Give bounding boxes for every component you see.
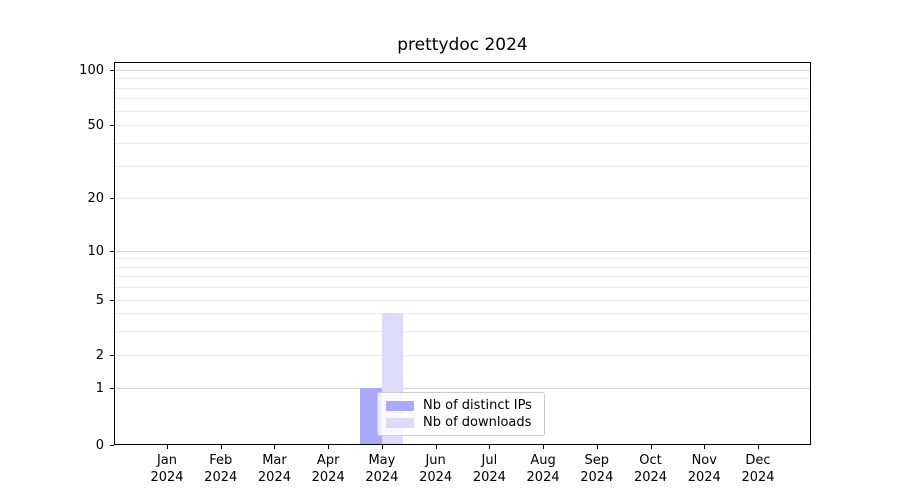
- x-tick-month: Sep: [584, 453, 610, 468]
- x-tick-year: 2024: [472, 470, 506, 485]
- chart-title: prettydoc 2024: [397, 35, 528, 55]
- y-tick-mark: [110, 300, 114, 301]
- gridline-minor: [115, 98, 810, 100]
- y-tick-label: 20: [87, 190, 104, 206]
- legend-label-distinct-ips: Nb of distinct IPs: [423, 398, 532, 413]
- gridline-minor: [115, 198, 810, 199]
- y-tick-label: 0: [95, 437, 104, 453]
- y-tick-mark: [110, 445, 114, 446]
- x-tick-label: May 2024: [352, 452, 412, 486]
- y-tick-mark: [110, 198, 114, 199]
- legend-entry-downloads: Nb of downloads: [386, 415, 536, 430]
- gridline-minor: [115, 87, 810, 89]
- x-tick-label: Feb 2024: [191, 452, 251, 486]
- gridline-minor: [115, 330, 810, 332]
- x-tick-month: May: [368, 453, 396, 468]
- x-tick-year: 2024: [633, 470, 668, 485]
- x-tick-year: 2024: [741, 470, 775, 485]
- x-tick-month: Mar: [262, 453, 287, 468]
- y-tick-label: 50: [87, 117, 104, 133]
- legend-entry-distinct-ips: Nb of distinct IPs: [386, 398, 536, 413]
- x-tick-label: Nov 2024: [674, 452, 734, 486]
- x-tick-month: Jul: [481, 453, 498, 468]
- x-tick-year: 2024: [150, 470, 184, 485]
- x-tick-mark: [274, 445, 276, 449]
- gridline-minor: [115, 78, 810, 80]
- x-tick-label: Jan 2024: [137, 452, 197, 486]
- y-tick-mark: [110, 388, 114, 389]
- x-tick-year: 2024: [204, 470, 238, 485]
- x-tick-mark: [596, 445, 598, 449]
- legend-swatch-distinct-ips: [386, 400, 414, 411]
- legend-label-downloads: Nb of downloads: [423, 415, 532, 430]
- x-tick-month: Jan: [156, 453, 178, 468]
- y-tick-mark: [110, 125, 114, 126]
- gridline-minor: [115, 300, 810, 301]
- x-tick-month: Feb: [209, 453, 233, 468]
- gridline-major: [115, 251, 810, 252]
- x-tick-mark: [435, 445, 437, 449]
- x-tick-year: 2024: [687, 470, 721, 485]
- y-tick-mark: [110, 251, 114, 252]
- y-tick-label: 10: [87, 243, 104, 259]
- x-tick-label: Sep 2024: [567, 452, 627, 486]
- x-tick-year: 2024: [419, 470, 453, 485]
- y-tick-mark: [110, 355, 114, 356]
- x-tick-mark: [381, 445, 383, 449]
- x-tick-month: Oct: [639, 453, 662, 468]
- x-tick-mark: [757, 445, 759, 449]
- x-tick-mark: [650, 445, 652, 449]
- x-tick-label: Apr 2024: [298, 452, 358, 486]
- x-tick-label: Dec 2024: [728, 452, 788, 486]
- x-tick-month: Dec: [745, 453, 771, 468]
- y-tick-label: 1: [95, 380, 104, 396]
- x-tick-year: 2024: [580, 470, 614, 485]
- y-tick-mark: [110, 70, 114, 71]
- x-tick-label: Aug 2024: [513, 452, 573, 486]
- gridline-minor: [115, 276, 810, 278]
- legend-swatch-downloads: [386, 417, 414, 428]
- gridline-minor: [115, 287, 810, 289]
- x-tick-mark: [328, 445, 330, 449]
- gridline-major: [115, 70, 810, 71]
- gridline-major: [115, 388, 810, 389]
- x-tick-label: Mar 2024: [244, 452, 304, 486]
- gridline-minor: [115, 313, 810, 315]
- x-tick-mark: [489, 445, 491, 449]
- gridline-minor: [115, 165, 810, 167]
- x-tick-mark: [220, 445, 222, 449]
- gridline-minor: [115, 125, 810, 126]
- x-tick-year: 2024: [526, 470, 560, 485]
- x-tick-month: Apr: [316, 453, 340, 468]
- x-tick-label: Oct 2024: [621, 452, 681, 486]
- gridline-minor: [115, 110, 810, 112]
- y-tick-label: 2: [95, 347, 104, 363]
- x-tick-mark: [167, 445, 168, 449]
- x-tick-label: Jun 2024: [406, 452, 466, 486]
- x-tick-year: 2024: [311, 470, 345, 485]
- plot-area: [114, 62, 811, 445]
- x-tick-mark: [704, 445, 706, 449]
- x-tick-month: Nov: [691, 453, 717, 468]
- x-tick-year: 2024: [257, 470, 291, 485]
- x-tick-month: Jun: [425, 453, 446, 468]
- gridline-minor: [115, 355, 810, 356]
- y-tick-label: 5: [95, 292, 104, 308]
- x-tick-label: Jul 2024: [459, 452, 519, 486]
- y-tick-label: 100: [79, 62, 104, 78]
- x-tick-year: 2024: [365, 470, 399, 485]
- bar-distinct-ips: [360, 388, 382, 445]
- gridline-minor: [115, 266, 810, 268]
- x-tick-month: Aug: [530, 453, 556, 468]
- gridline-minor: [115, 142, 810, 144]
- gridline-minor: [115, 258, 810, 260]
- x-tick-mark: [543, 445, 545, 449]
- legend: Nb of distinct IPs Nb of downloads: [377, 392, 545, 436]
